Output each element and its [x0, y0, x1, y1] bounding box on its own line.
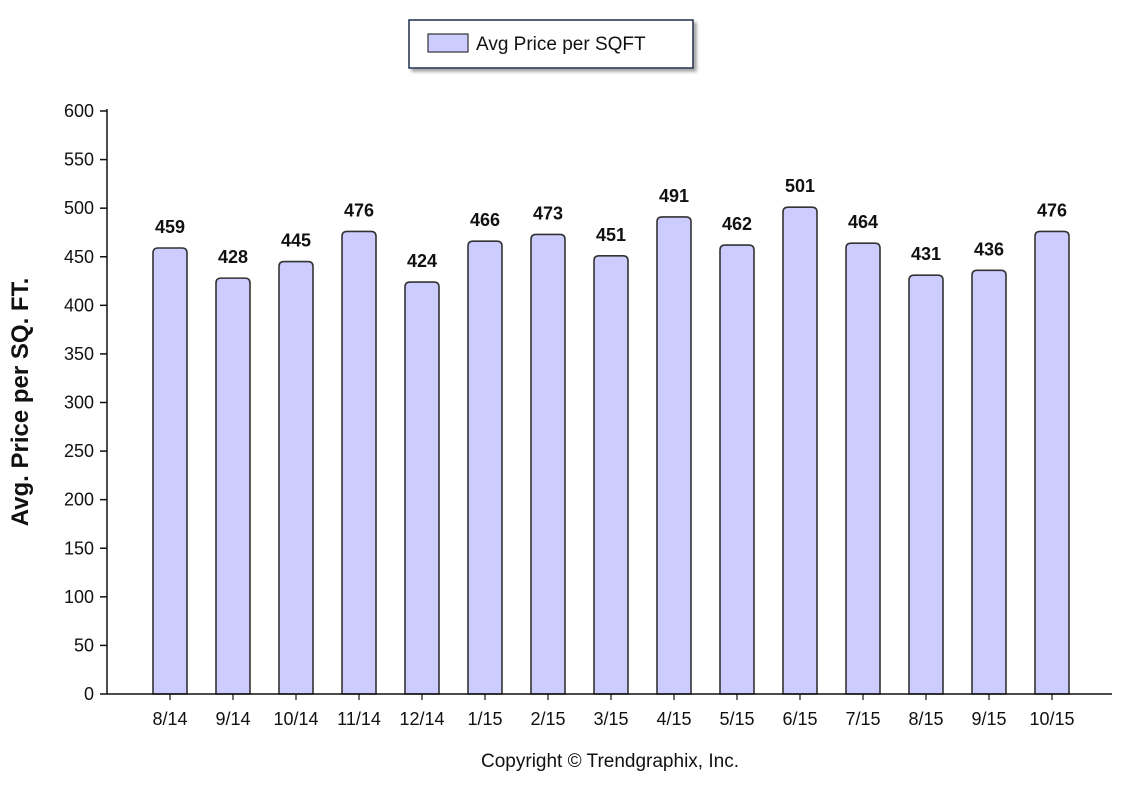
bar-10-14	[278, 260, 314, 695]
data-label: 428	[218, 247, 248, 267]
data-label: 464	[848, 212, 878, 232]
data-label: 459	[155, 217, 185, 237]
y-tick-label: 450	[64, 247, 94, 267]
y-tick-label: 550	[64, 150, 94, 170]
x-tick-label: 9/14	[215, 709, 250, 729]
bar-6-15	[782, 206, 818, 695]
y-axis-ticks: 0 50 100 150 200 250 300 350 400 450 500 550 600	[64, 101, 107, 704]
data-label: 501	[785, 176, 815, 196]
data-label: 431	[911, 244, 941, 264]
bar-9-15	[971, 269, 1007, 695]
data-label: 436	[974, 239, 1004, 259]
x-tick-label: 5/15	[719, 709, 754, 729]
bar-2-15	[530, 233, 566, 695]
data-label: 473	[533, 203, 563, 223]
data-label: 424	[407, 251, 437, 271]
x-axis-labels: 8/14 9/14 10/14 11/14 12/14 1/15 2/15 3/15 4/15 5…	[152, 694, 1075, 729]
bar-8-14	[152, 247, 188, 695]
y-tick-label: 500	[64, 198, 94, 218]
data-label: 466	[470, 210, 500, 230]
x-tick-label: 4/15	[656, 709, 691, 729]
x-tick-label: 6/15	[782, 709, 817, 729]
bar-4-15	[656, 216, 692, 695]
legend: Avg Price per SQFT	[408, 19, 694, 69]
data-label: 476	[344, 200, 374, 220]
data-label: 445	[281, 231, 311, 251]
y-axis-title: Avg. Price per SQ. FT.	[7, 278, 34, 527]
x-tick-label: 1/15	[467, 709, 502, 729]
bar-12-14	[404, 281, 440, 695]
bar-5-15	[719, 244, 755, 695]
x-tick-label: 12/14	[399, 709, 444, 729]
y-tick-label: 400	[64, 295, 94, 315]
x-tick-label: 8/14	[152, 709, 187, 729]
y-tick-label: 150	[64, 538, 94, 558]
bar-1-15	[467, 240, 503, 695]
legend-label: Avg Price per SQFT	[476, 34, 646, 55]
bar-9-14	[215, 277, 251, 695]
x-tick-label: 7/15	[845, 709, 880, 729]
y-tick-label: 100	[64, 587, 94, 607]
bar-11-14	[341, 230, 377, 695]
bars: 459 428 445 476 424 466 473 451 491 462 501 464 431 4…	[152, 176, 1070, 695]
bar-3-15	[593, 254, 629, 695]
y-tick-label: 250	[64, 441, 94, 461]
y-tick-label: 200	[64, 490, 94, 510]
data-label: 476	[1037, 200, 1067, 220]
copyright-footer: Copyright © Trendgraphix, Inc.	[481, 751, 739, 772]
x-tick-label: 10/14	[273, 709, 318, 729]
data-label: 491	[659, 186, 689, 206]
y-tick-label: 50	[74, 635, 94, 655]
y-tick-label: 300	[64, 393, 94, 413]
y-tick-label: 350	[64, 344, 94, 364]
bar-10-15	[1034, 230, 1070, 695]
x-tick-label: 2/15	[530, 709, 565, 729]
y-tick-label: 600	[64, 101, 94, 121]
data-label: 462	[722, 214, 752, 234]
bar-7-15	[845, 242, 881, 695]
x-tick-label: 11/14	[337, 709, 381, 729]
legend-swatch	[427, 33, 469, 53]
x-tick-label: 10/15	[1029, 709, 1074, 729]
data-label: 451	[596, 225, 626, 245]
x-tick-label: 3/15	[593, 709, 628, 729]
y-tick-label: 0	[84, 684, 94, 704]
x-tick-label: 8/15	[908, 709, 943, 729]
bar-8-15	[908, 274, 944, 695]
x-tick-label: 9/15	[971, 709, 1006, 729]
